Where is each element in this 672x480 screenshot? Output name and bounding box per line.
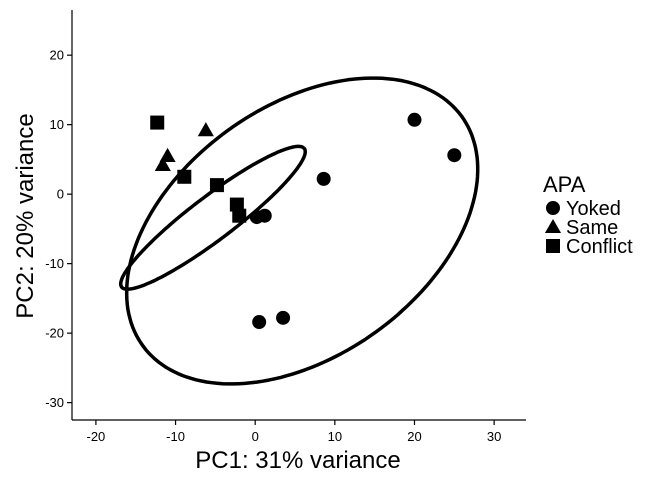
y-tick-label: -20: [45, 326, 64, 341]
y-tick-label: -10: [45, 256, 64, 271]
y-tick-label: 10: [50, 117, 64, 132]
yoked-point: [316, 171, 331, 186]
yoked-point: [447, 148, 462, 163]
legend-key-same: [544, 218, 562, 234]
x-tick-label: 20: [407, 429, 421, 444]
conflict-point: [150, 115, 165, 130]
legend-label-same: Same: [566, 217, 618, 239]
y-tick-label: 0: [57, 187, 64, 202]
conflict-point: [177, 169, 192, 184]
y-axis-ticks: -30 -20 -10 0 10 20: [45, 48, 72, 410]
x-tick-label: 0: [252, 429, 259, 444]
confidence-ellipse-2: [124, 76, 480, 386]
y-tick-label: 20: [50, 48, 64, 63]
yoked-point: [407, 112, 422, 127]
legend-title: APA: [543, 172, 586, 197]
conflict-point: [229, 197, 244, 212]
conflict-point: [209, 178, 224, 193]
yoked-point: [276, 310, 291, 325]
y-axis-title: PC2: 20% variance: [12, 113, 39, 318]
legend-key-yoked: [546, 201, 560, 215]
legend-label-yoked: Yoked: [566, 198, 621, 220]
yoked-point: [257, 208, 272, 223]
x-tick-label: 30: [487, 429, 501, 444]
axes: [71, 10, 526, 421]
x-axis-title: PC1: 31% variance: [195, 447, 400, 474]
legend-label-conflict: Conflict: [566, 236, 633, 258]
legend-key-conflict: [546, 239, 560, 253]
same-point: [197, 122, 214, 137]
x-tick-label: 10: [328, 429, 342, 444]
same-point: [154, 156, 171, 172]
confidence-ellipse-1: [118, 144, 307, 291]
conflict-point: [232, 208, 247, 223]
y-tick-label: -30: [45, 395, 64, 410]
x-tick-label: -10: [166, 429, 185, 444]
yoked-point: [252, 315, 267, 330]
confidence-ellipses: [118, 76, 480, 386]
x-axis-ticks: -20 -10 0 10 20 30: [86, 420, 501, 444]
x-tick-label: -20: [86, 429, 105, 444]
data-points: [150, 112, 462, 330]
